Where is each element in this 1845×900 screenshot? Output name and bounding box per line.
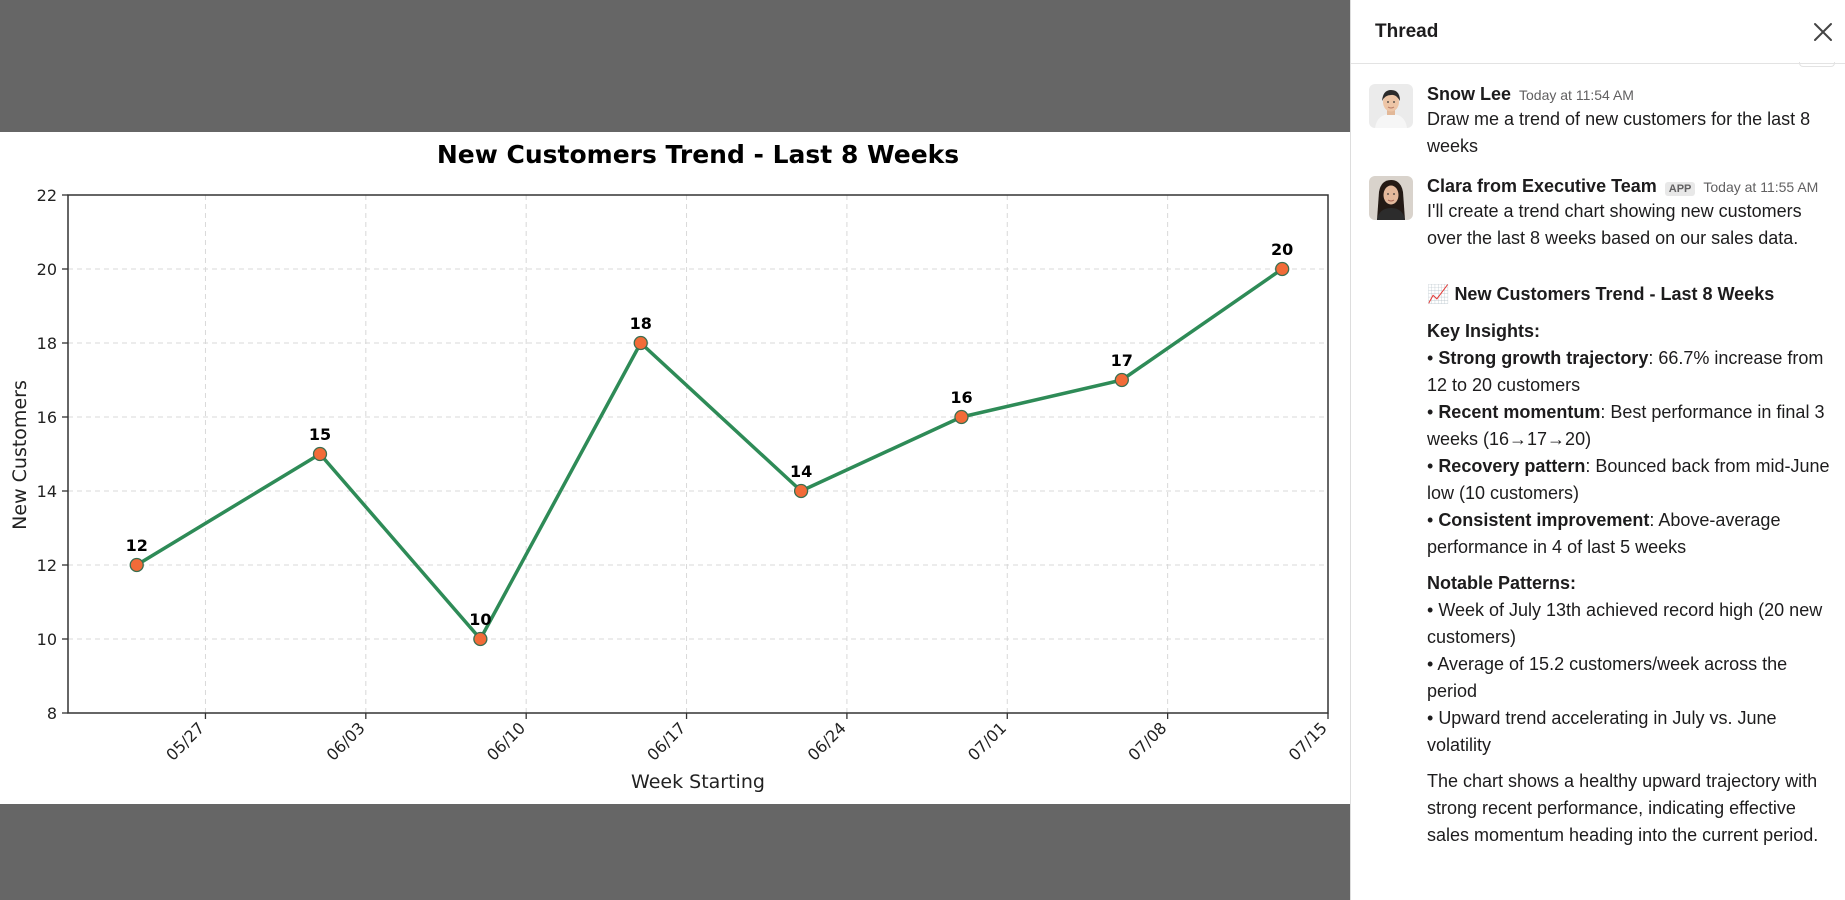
y-tick-label: 18 xyxy=(37,334,57,353)
x-tick-label: 06/03 xyxy=(323,718,369,764)
y-tick-label: 8 xyxy=(47,704,57,723)
list-item: • Week of July 13th achieved record high… xyxy=(1427,600,1823,647)
message-clara[interactable]: Clara from Executive Team APP Today at 1… xyxy=(1369,176,1835,849)
data-label: 12 xyxy=(126,536,148,555)
data-label: 10 xyxy=(469,610,491,629)
sender-name[interactable]: Snow Lee xyxy=(1427,84,1512,104)
data-point xyxy=(129,557,144,573)
message-header: Clara from Executive Team APP Today at 1… xyxy=(1427,176,1835,198)
chart-axes: 8 10 12 14 16 18 20 22 05/27 06/03 06/10 06/17 06/24… xyxy=(37,186,1331,764)
data-point xyxy=(633,335,648,351)
list-item: • Recent momentum: Best performance in f… xyxy=(1427,402,1825,449)
x-tick-label: 06/17 xyxy=(643,718,689,764)
thread-title: Thread xyxy=(1375,21,1439,42)
insight-label: Consistent improvement xyxy=(1438,510,1650,530)
message-body: Snow Lee Today at 11:54 AM Draw me a tre… xyxy=(1427,84,1835,160)
message-text: Draw me a trend of new customers for the… xyxy=(1427,109,1811,156)
line-chart: New Customers Trend - Last 8 Weeks Week … xyxy=(9,140,1331,793)
avatar[interactable] xyxy=(1369,176,1413,220)
y-tick-label: 20 xyxy=(37,260,57,279)
thread-panel: Thread Snow Lee Today at 11:54 AM Draw m… xyxy=(1350,0,1845,900)
timestamp[interactable]: Today at 11:54 AM xyxy=(1519,87,1634,103)
list-item: • Consistent improvement: Above-average … xyxy=(1427,510,1781,557)
pattern-text: Week of July 13th achieved record high (… xyxy=(1427,600,1823,647)
insight-label: Strong growth trajectory xyxy=(1438,348,1649,368)
patterns-list: • Week of July 13th achieved record high… xyxy=(1427,597,1835,759)
data-label: 20 xyxy=(1271,240,1293,259)
data-label: 18 xyxy=(630,314,652,333)
y-tick-label: 14 xyxy=(37,482,57,501)
message-summary: The chart shows a healthy upward traject… xyxy=(1427,771,1819,845)
close-icon[interactable] xyxy=(1811,20,1835,44)
thread-header: Thread xyxy=(1351,0,1845,67)
key-insights-list: • Strong growth trajectory: 66.7% increa… xyxy=(1427,345,1835,561)
attachment-title: New Customers Trend - Last 8 Weeks xyxy=(1454,284,1775,304)
message-snow-lee[interactable]: Snow Lee Today at 11:54 AM Draw me a tre… xyxy=(1369,84,1835,160)
chart-image: New Customers Trend - Last 8 Weeks Week … xyxy=(0,132,1350,804)
list-item: • Strong growth trajectory: 66.7% increa… xyxy=(1427,348,1824,395)
x-tick-label: 06/10 xyxy=(483,718,529,764)
insight-label: Recent momentum xyxy=(1438,402,1601,422)
y-tick-label: 10 xyxy=(37,630,57,649)
data-point xyxy=(1114,372,1129,388)
insight-text: : Bounced back from mid-June low (10 cus… xyxy=(1427,456,1830,503)
app-badge: APP xyxy=(1664,182,1696,196)
patterns-title: Notable Patterns: xyxy=(1427,573,1577,593)
data-label: 16 xyxy=(950,388,972,407)
x-tick-label: 07/01 xyxy=(964,718,1010,764)
message-body: Clara from Executive Team APP Today at 1… xyxy=(1427,176,1835,849)
chart-grid xyxy=(68,194,1329,714)
y-axis-label: New Customers xyxy=(9,380,31,530)
y-tick-label: 16 xyxy=(37,408,57,427)
attachment-heading: 📈 New Customers Trend - Last 8 Weeks xyxy=(1427,281,1835,308)
data-label: 14 xyxy=(790,462,812,481)
series-line xyxy=(135,267,1284,641)
data-label: 17 xyxy=(1111,351,1133,370)
pattern-text: Upward trend accelerating in July vs. Ju… xyxy=(1427,708,1777,755)
message-intro: I'll create a trend chart showing new cu… xyxy=(1427,201,1802,248)
data-point xyxy=(793,483,809,499)
plot-area-frame xyxy=(67,194,1329,714)
insight-text: : Best performance in final 3 weeks (16→… xyxy=(1427,402,1825,449)
timestamp[interactable]: Today at 11:55 AM xyxy=(1703,179,1819,195)
list-item: • Recovery pattern: Bounced back from mi… xyxy=(1427,456,1830,503)
chart-title: New Customers Trend - Last 8 Weeks xyxy=(437,140,959,169)
chart-emoji-icon: 📈 xyxy=(1427,284,1450,304)
list-item: • Upward trend accelerating in July vs. … xyxy=(1427,708,1777,755)
data-point xyxy=(312,446,328,462)
message-header: Snow Lee Today at 11:54 AM xyxy=(1427,84,1835,106)
image-preview-backdrop: New Customers Trend - Last 8 Weeks Week … xyxy=(0,132,1350,804)
list-item: • Average of 15.2 customers/week across … xyxy=(1427,654,1788,701)
data-point xyxy=(954,409,969,425)
y-tick-label: 12 xyxy=(37,556,57,575)
data-point xyxy=(1275,261,1290,277)
insight-text: : 66.7% increase from 12 to 20 customers xyxy=(1427,348,1824,395)
chart-series: 12 15 10 18 14 16 17 20 xyxy=(126,240,1293,647)
insight-label: Recovery pattern xyxy=(1438,456,1586,476)
x-tick-label: 05/27 xyxy=(162,718,208,764)
scroll-indicator xyxy=(1799,62,1835,67)
x-tick-label: 06/24 xyxy=(804,718,850,764)
avatar[interactable] xyxy=(1369,84,1413,128)
y-tick-label: 22 xyxy=(37,186,57,205)
sender-name[interactable]: Clara from Executive Team xyxy=(1427,176,1657,196)
x-tick-label: 07/15 xyxy=(1285,718,1331,764)
x-tick-label: 07/08 xyxy=(1124,718,1170,764)
insight-text: : Above-average performance in 4 of last… xyxy=(1427,510,1781,557)
key-insights-title: Key Insights: xyxy=(1427,321,1541,341)
pattern-text: Average of 15.2 customers/week across th… xyxy=(1427,654,1788,701)
data-point xyxy=(473,631,488,647)
x-axis-label: Week Starting xyxy=(631,771,765,793)
data-label: 15 xyxy=(309,425,331,444)
